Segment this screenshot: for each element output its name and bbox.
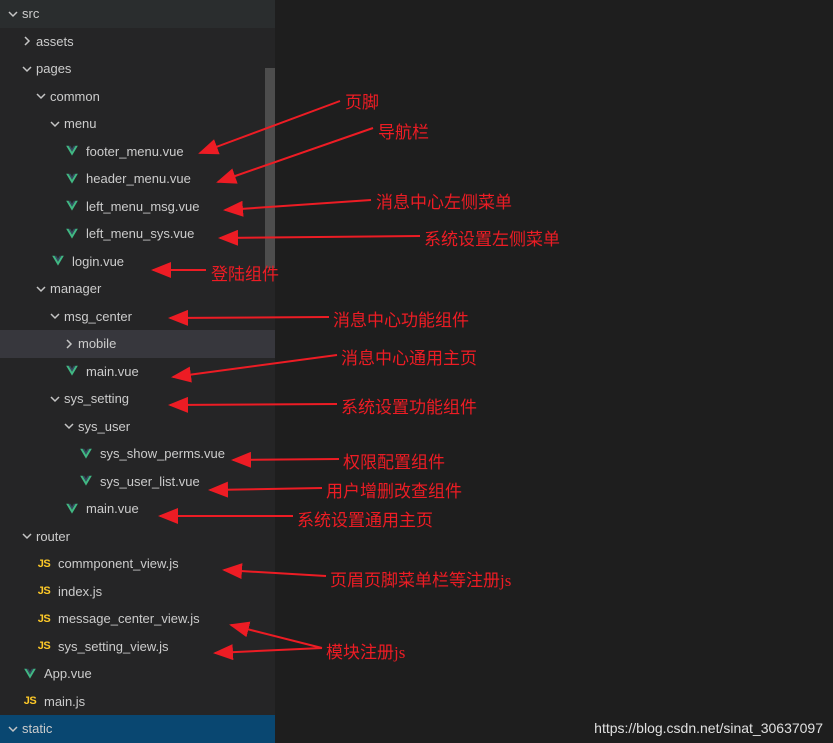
chevron-down-icon — [22, 64, 32, 74]
vue-file-icon — [22, 666, 38, 682]
file-commponent_view.js[interactable]: JS commponent_view.js — [0, 550, 275, 578]
folder-sys_setting[interactable]: sys_setting — [0, 385, 275, 413]
chevron-down-icon — [36, 284, 46, 294]
chevron-right-icon — [64, 339, 74, 349]
js-file-icon: JS — [36, 611, 52, 627]
tree-item-label: main.js — [44, 694, 85, 709]
tree-item-label: index.js — [58, 584, 102, 599]
annotation-label: 模块注册js — [326, 638, 405, 663]
chevron-down-icon — [50, 394, 60, 404]
chevron-down-icon — [50, 119, 60, 129]
tree-item-label: src — [22, 6, 39, 21]
tree-item-label: router — [36, 529, 70, 544]
tree-item-label: mobile — [78, 336, 116, 351]
tree-item-label: manager — [50, 281, 101, 296]
js-file-icon: JS — [22, 693, 38, 709]
annotation-label: 页眉页脚菜单栏等注册js — [330, 566, 511, 591]
tree-item-label: main.vue — [86, 501, 139, 516]
folder-msg_center[interactable]: msg_center — [0, 303, 275, 331]
annotation-label: 导航栏 — [378, 118, 429, 143]
folder-mobile[interactable]: mobile — [0, 330, 275, 358]
tree-item-label: sys_user — [78, 419, 130, 434]
tree-item-label: common — [50, 89, 100, 104]
tree-item-label: msg_center — [64, 309, 132, 324]
folder-pages[interactable]: pages — [0, 55, 275, 83]
tree-item-label: commponent_view.js — [58, 556, 179, 571]
file-footer_menu.vue[interactable]: footer_menu.vue — [0, 138, 275, 166]
annotation-label: 用户增删改查组件 — [326, 477, 462, 502]
tree-item-label: left_menu_msg.vue — [86, 199, 199, 214]
js-file-icon: JS — [36, 556, 52, 572]
vue-file-icon — [78, 473, 94, 489]
tree-item-label: sys_user_list.vue — [100, 474, 200, 489]
vue-file-icon — [64, 143, 80, 159]
chevron-down-icon — [64, 421, 74, 431]
file-tree-panel: src assets pages common menu footer_menu.vueh… — [0, 0, 275, 742]
annotation-label: 页脚 — [345, 88, 379, 113]
vue-file-icon — [64, 198, 80, 214]
folder-src[interactable]: src — [0, 0, 275, 28]
folder-common[interactable]: common — [0, 83, 275, 111]
annotation-label: 权限配置组件 — [343, 448, 445, 473]
chevron-down-icon — [8, 9, 18, 19]
folder-static[interactable]: static — [0, 715, 275, 743]
annotation-label: 消息中心功能组件 — [333, 306, 469, 331]
tree-item-label: main.vue — [86, 364, 139, 379]
annotation-label: 消息中心左侧菜单 — [376, 188, 512, 213]
tree-item-label: menu — [64, 116, 97, 131]
file-index.js[interactable]: JS index.js — [0, 578, 275, 606]
annotation-label: 系统设置功能组件 — [341, 393, 477, 418]
file-sys_show_perms.vue[interactable]: sys_show_perms.vue — [0, 440, 275, 468]
file-message_center_view.js[interactable]: JS message_center_view.js — [0, 605, 275, 633]
file-left_menu_msg.vue[interactable]: left_menu_msg.vue — [0, 193, 275, 221]
annotation-label: 系统设置左侧菜单 — [424, 225, 560, 250]
vue-file-icon — [64, 171, 80, 187]
js-file-icon: JS — [36, 638, 52, 654]
file-header_menu.vue[interactable]: header_menu.vue — [0, 165, 275, 193]
annotation-label: 系统设置通用主页 — [297, 506, 433, 531]
tree-item-label: message_center_view.js — [58, 611, 200, 626]
vue-file-icon — [78, 446, 94, 462]
file-main.js[interactable]: JS main.js — [0, 688, 275, 716]
tree-item-label: sys_setting — [64, 391, 129, 406]
vue-file-icon — [64, 363, 80, 379]
chevron-right-icon — [22, 36, 32, 46]
file-sys_user_list.vue[interactable]: sys_user_list.vue — [0, 468, 275, 496]
annotation-label: 消息中心通用主页 — [341, 344, 477, 369]
tree-item-label: static — [22, 721, 52, 736]
tree-item-label: sys_show_perms.vue — [100, 446, 225, 461]
folder-menu[interactable]: menu — [0, 110, 275, 138]
js-file-icon: JS — [36, 583, 52, 599]
scrollbar-thumb[interactable] — [265, 68, 275, 268]
chevron-down-icon — [8, 724, 18, 734]
chevron-down-icon — [22, 531, 32, 541]
file-left_menu_sys.vue[interactable]: left_menu_sys.vue — [0, 220, 275, 248]
folder-sys_user[interactable]: sys_user — [0, 413, 275, 441]
chevron-down-icon — [36, 91, 46, 101]
file-main.vue[interactable]: main.vue — [0, 358, 275, 386]
vue-file-icon — [64, 226, 80, 242]
vue-file-icon — [50, 253, 66, 269]
tree-item-label: pages — [36, 61, 71, 76]
tree-item-label: assets — [36, 34, 74, 49]
file-main.vue[interactable]: main.vue — [0, 495, 275, 523]
chevron-down-icon — [50, 311, 60, 321]
watermark-text: https://blog.csdn.net/sinat_30637097 — [594, 720, 823, 736]
file-sys_setting_view.js[interactable]: JS sys_setting_view.js — [0, 633, 275, 661]
tree-item-label: login.vue — [72, 254, 124, 269]
folder-assets[interactable]: assets — [0, 28, 275, 56]
folder-manager[interactable]: manager — [0, 275, 275, 303]
folder-router[interactable]: router — [0, 523, 275, 551]
tree-item-label: header_menu.vue — [86, 171, 191, 186]
tree-item-label: footer_menu.vue — [86, 144, 184, 159]
vue-file-icon — [64, 501, 80, 517]
tree-item-label: sys_setting_view.js — [58, 639, 169, 654]
tree-item-label: App.vue — [44, 666, 92, 681]
tree-item-label: left_menu_sys.vue — [86, 226, 194, 241]
file-login.vue[interactable]: login.vue — [0, 248, 275, 276]
file-App.vue[interactable]: App.vue — [0, 660, 275, 688]
